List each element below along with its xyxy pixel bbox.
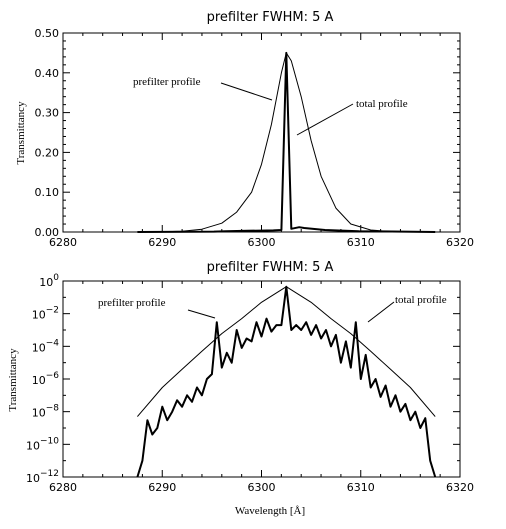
top-annotations: prefilter profile total profile xyxy=(133,76,408,136)
bottom-y-tick-label-base: 10 xyxy=(32,374,46,387)
bottom-y-tick-label: 10−12 xyxy=(26,469,59,485)
bottom-y-tick-label: 10−6 xyxy=(32,371,60,387)
bottom-annotation-total-pointer xyxy=(367,301,395,323)
top-series-total-profile-line xyxy=(137,51,436,233)
top-x-tick-label: 6280 xyxy=(49,236,77,249)
bottom-annotation-prefilter-profile: prefilter profile xyxy=(98,297,166,309)
bottom-y-tick-label-base: 10 xyxy=(39,276,53,289)
top-y-axis-label: Transmittancy xyxy=(15,101,27,165)
top-plot-frame xyxy=(62,32,461,233)
top-annotation-total-profile: total profile xyxy=(356,98,408,110)
top-y-tick-label: 0.10 xyxy=(35,186,60,199)
bottom-x-axis-label: Wavelength [Å] xyxy=(235,505,305,517)
top-axis-ticks xyxy=(62,32,461,233)
bottom-y-tick-label: 100 xyxy=(39,273,59,289)
bottom-annotation-total-profile: total profile xyxy=(395,294,447,306)
bottom-y-tick-label: 10−4 xyxy=(32,338,60,354)
top-chart-title: prefilter FWHM: 5 A xyxy=(207,10,334,25)
bottom-y-tick-label-base: 10 xyxy=(32,309,46,322)
bottom-y-tick-label-base: 10 xyxy=(32,407,46,420)
top-chart: prefilter FWHM: 5 A Transmittancy 6280 62… xyxy=(15,10,474,249)
bottom-y-tick-label-exp: 0 xyxy=(53,273,59,283)
top-series xyxy=(137,51,436,233)
bottom-x-tick-label: 6300 xyxy=(248,481,276,494)
bottom-chart: prefilter FWHM: 5 A Transmittancy Wavele… xyxy=(7,260,474,517)
bottom-chart-title: prefilter FWHM: 5 A xyxy=(207,260,334,275)
bottom-x-tick-label: 6280 xyxy=(49,481,77,494)
bottom-series-total-profile-line xyxy=(136,285,437,478)
bottom-plot-frame xyxy=(62,280,461,478)
bottom-x-tick-label: 6320 xyxy=(446,481,474,494)
bottom-tick-labels: 6280 6290 6300 6310 632010010−210−410−610−81… xyxy=(26,273,474,494)
bottom-x-tick-label: 6290 xyxy=(148,481,176,494)
top-x-tick-label: 6300 xyxy=(248,236,276,249)
bottom-y-tick-label-exp: −6 xyxy=(46,371,60,381)
bottom-y-axis-label: Transmittancy xyxy=(7,348,19,412)
bottom-series xyxy=(136,285,437,478)
top-y-tick-label: 0.40 xyxy=(35,67,60,80)
top-annotation-prefilter-profile: prefilter profile xyxy=(133,76,201,88)
top-annotation-total-pointer xyxy=(296,103,354,136)
bottom-y-tick-label-base: 10 xyxy=(32,341,46,354)
top-x-tick-label: 6320 xyxy=(446,236,474,249)
bottom-annotation-prefilter-pointer xyxy=(187,309,216,319)
bottom-y-tick-label: 10−10 xyxy=(26,436,59,452)
bottom-y-tick-label: 10−2 xyxy=(32,306,59,322)
top-tick-labels: 6280 6290 6300 6310 6320 0.00 0.10 0.20 0.30 0.40… xyxy=(35,27,475,249)
bottom-y-tick-label-base: 10 xyxy=(26,439,40,452)
top-y-tick-label: 0.50 xyxy=(35,27,60,40)
bottom-annotations: prefilter profile total profile xyxy=(98,294,447,323)
bottom-y-tick-label-exp: −8 xyxy=(46,404,60,414)
bottom-series-prefilter-profile-line xyxy=(137,286,436,417)
bottom-y-tick-label-exp: −4 xyxy=(46,338,60,348)
bottom-y-tick-label-exp: −10 xyxy=(40,436,59,446)
top-y-tick-label: 0.00 xyxy=(35,226,60,239)
top-y-tick-label: 0.30 xyxy=(35,107,60,120)
top-x-tick-label: 6310 xyxy=(347,236,375,249)
bottom-y-tick-label-base: 10 xyxy=(26,472,40,485)
top-y-tick-label: 0.20 xyxy=(35,146,60,159)
bottom-y-tick-label-exp: −2 xyxy=(46,306,59,316)
top-x-tick-label: 6290 xyxy=(148,236,176,249)
bottom-y-tick-label: 10−8 xyxy=(32,404,60,420)
top-annotation-prefilter-pointer xyxy=(220,82,273,101)
bottom-y-tick-label-exp: −12 xyxy=(40,469,59,479)
bottom-x-tick-label: 6310 xyxy=(347,481,375,494)
